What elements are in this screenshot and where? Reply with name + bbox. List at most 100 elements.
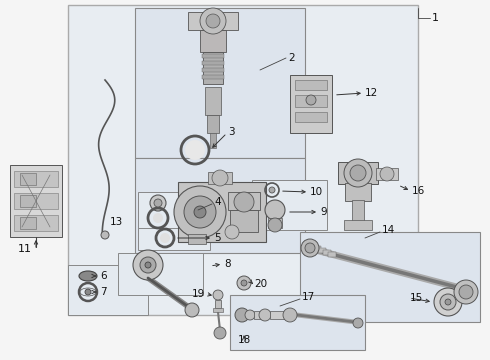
Bar bbox=[202, 61, 224, 65]
Ellipse shape bbox=[234, 192, 254, 212]
Ellipse shape bbox=[241, 280, 247, 286]
Ellipse shape bbox=[160, 233, 170, 243]
Bar bbox=[345, 183, 371, 201]
Ellipse shape bbox=[301, 239, 319, 257]
Bar bbox=[202, 68, 224, 72]
Ellipse shape bbox=[259, 309, 271, 321]
Bar bbox=[202, 75, 224, 79]
Ellipse shape bbox=[350, 165, 366, 181]
Ellipse shape bbox=[306, 95, 316, 105]
Text: 6: 6 bbox=[100, 271, 107, 281]
Ellipse shape bbox=[85, 289, 91, 295]
Text: 7: 7 bbox=[100, 287, 107, 297]
Ellipse shape bbox=[235, 308, 249, 322]
Bar bbox=[20, 217, 36, 229]
Ellipse shape bbox=[268, 218, 282, 232]
Text: 5: 5 bbox=[214, 233, 220, 243]
Text: 9: 9 bbox=[320, 207, 327, 217]
Ellipse shape bbox=[194, 206, 206, 218]
Bar bbox=[188, 12, 238, 30]
Bar bbox=[202, 54, 224, 58]
Bar bbox=[14, 171, 58, 187]
Ellipse shape bbox=[265, 200, 285, 220]
Text: 14: 14 bbox=[382, 225, 395, 235]
Bar bbox=[178, 182, 266, 242]
Ellipse shape bbox=[213, 290, 223, 300]
Ellipse shape bbox=[212, 170, 228, 186]
Bar bbox=[118, 253, 203, 295]
Ellipse shape bbox=[434, 288, 462, 316]
Ellipse shape bbox=[305, 243, 315, 253]
Ellipse shape bbox=[269, 187, 275, 193]
Bar bbox=[138, 228, 210, 250]
Ellipse shape bbox=[184, 196, 216, 228]
Bar bbox=[20, 173, 36, 185]
Text: 19: 19 bbox=[192, 289, 205, 299]
Bar bbox=[295, 95, 327, 107]
Bar bbox=[376, 168, 398, 180]
Bar bbox=[210, 133, 216, 148]
Bar bbox=[270, 311, 285, 319]
Text: 18: 18 bbox=[238, 335, 251, 345]
Ellipse shape bbox=[214, 327, 226, 339]
Bar bbox=[323, 250, 331, 255]
Ellipse shape bbox=[380, 167, 394, 181]
Ellipse shape bbox=[140, 257, 156, 273]
Bar bbox=[208, 172, 232, 184]
Bar bbox=[10, 165, 62, 237]
Bar bbox=[254, 311, 262, 319]
Bar bbox=[200, 30, 226, 52]
Bar bbox=[308, 244, 316, 249]
Bar bbox=[68, 5, 418, 315]
Ellipse shape bbox=[283, 308, 297, 322]
Bar bbox=[228, 192, 260, 210]
Bar bbox=[230, 295, 365, 350]
Text: 15: 15 bbox=[410, 293, 423, 303]
Bar bbox=[203, 52, 223, 84]
Ellipse shape bbox=[237, 276, 251, 290]
Ellipse shape bbox=[101, 231, 109, 239]
Bar bbox=[318, 248, 326, 253]
Bar bbox=[328, 252, 336, 257]
Text: 11: 11 bbox=[18, 244, 32, 254]
Text: 12: 12 bbox=[365, 88, 378, 98]
Text: 3: 3 bbox=[228, 127, 235, 137]
Text: 8: 8 bbox=[224, 259, 231, 269]
Bar bbox=[68, 265, 148, 315]
Ellipse shape bbox=[245, 310, 255, 320]
Ellipse shape bbox=[145, 262, 151, 268]
Bar bbox=[20, 195, 36, 207]
Ellipse shape bbox=[185, 140, 205, 160]
Ellipse shape bbox=[225, 225, 239, 239]
Bar bbox=[313, 246, 321, 251]
Ellipse shape bbox=[200, 8, 226, 34]
Text: 16: 16 bbox=[412, 186, 425, 196]
Ellipse shape bbox=[153, 213, 163, 223]
Text: 13: 13 bbox=[110, 217, 123, 227]
Bar bbox=[14, 215, 58, 231]
Ellipse shape bbox=[445, 299, 451, 305]
Text: 2: 2 bbox=[288, 53, 294, 63]
Bar bbox=[207, 115, 219, 133]
Bar bbox=[352, 200, 364, 228]
Bar bbox=[14, 193, 58, 209]
Ellipse shape bbox=[440, 294, 456, 310]
Ellipse shape bbox=[79, 271, 97, 281]
Text: 10: 10 bbox=[310, 187, 323, 197]
Ellipse shape bbox=[154, 199, 162, 207]
Text: 4: 4 bbox=[214, 197, 220, 207]
Bar bbox=[138, 192, 210, 230]
Ellipse shape bbox=[150, 195, 166, 211]
Bar bbox=[135, 158, 305, 253]
Bar bbox=[300, 232, 480, 322]
Bar bbox=[344, 220, 372, 230]
Bar bbox=[215, 300, 221, 308]
Ellipse shape bbox=[185, 303, 199, 317]
Ellipse shape bbox=[133, 250, 163, 280]
Bar bbox=[135, 8, 305, 158]
Text: 17: 17 bbox=[302, 292, 315, 302]
Ellipse shape bbox=[174, 186, 226, 238]
Bar bbox=[268, 218, 282, 228]
Bar bbox=[213, 308, 223, 312]
Text: 1: 1 bbox=[432, 13, 439, 23]
